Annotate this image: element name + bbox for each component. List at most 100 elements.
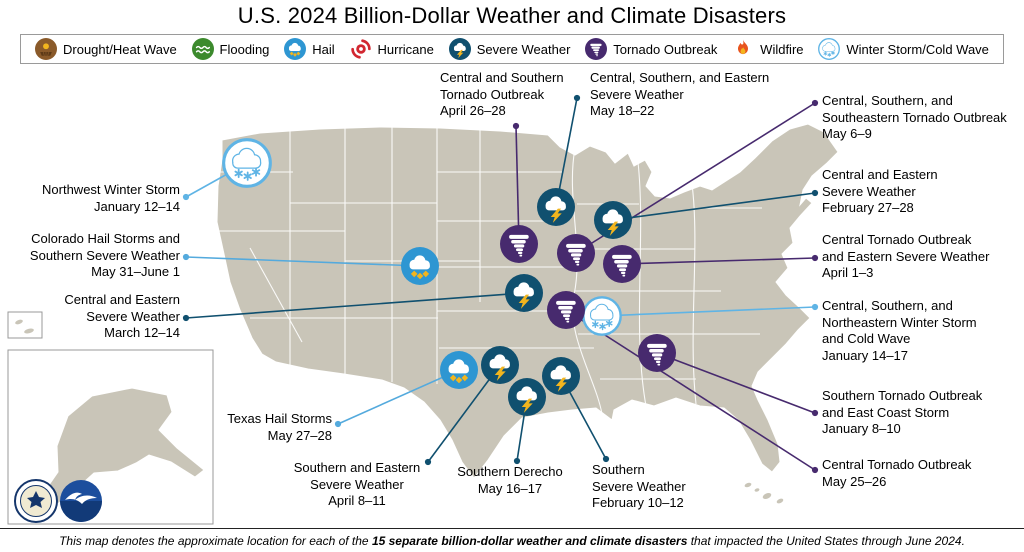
callout-line: Central and Southern <box>440 70 564 85</box>
callout-line: Southeastern Tornado Outbreak <box>822 109 1007 125</box>
marker-severe-icon <box>542 357 580 395</box>
page-title: U.S. 2024 Billion-Dollar Weather and Cli… <box>237 3 787 28</box>
callout-line: March 12–14 <box>104 325 180 340</box>
leader-line <box>337 369 460 425</box>
callout-line: May 31–June 1 <box>91 264 180 279</box>
legend-item-tornado: Tornado Outbreak <box>585 38 717 60</box>
marker-winter-icon <box>582 296 622 336</box>
leader-dot <box>334 420 342 428</box>
leader-dot <box>573 94 581 102</box>
marker-severe-icon <box>537 188 575 226</box>
footer-note: This map denotes the approximate locatio… <box>0 528 1024 552</box>
event-callout: Southern Severe Weather February 10–12 <box>592 462 686 512</box>
callout-line: Severe Weather <box>86 308 180 324</box>
legend-item-hail: Hail <box>284 38 335 60</box>
callout-line: May 16–17 <box>477 480 543 496</box>
legend-item-winter: Winter Storm/Cold Wave <box>818 38 989 60</box>
leader-line <box>656 352 816 414</box>
leader-dot <box>182 314 190 322</box>
leader-dot <box>512 122 520 130</box>
noaa-logo <box>59 479 103 528</box>
hurricane-icon <box>350 38 372 60</box>
callout-line: and East Coast Storm <box>822 404 950 420</box>
leader-dot <box>513 457 521 465</box>
event-callout: Colorado Hail Storms and Southern Severe … <box>30 231 180 281</box>
alaska-inset <box>7 349 214 525</box>
callout-line: January 12–14 <box>93 198 180 214</box>
callout-line: Southern Severe Weather <box>29 247 180 263</box>
callout-line: April 26–28 <box>440 103 506 118</box>
event-callout: Central, Southern, and Eastern Severe Wea… <box>590 70 769 120</box>
tornado-icon <box>585 38 608 60</box>
leader-line <box>185 256 421 267</box>
callout-line: Central, Southern, and Eastern <box>590 70 770 85</box>
callout-line: Severe Weather <box>590 86 684 102</box>
leader-line <box>565 309 816 471</box>
hawaii-islands <box>744 482 784 504</box>
event-callout: Central, Southern, and Southeastern Torna… <box>822 93 1007 143</box>
legend-label: Tornado Outbreak <box>613 41 718 57</box>
callout-line: Central, Southern, and <box>822 298 953 313</box>
callout-line: and Cold Wave <box>822 331 911 346</box>
callout-line: May 18–22 <box>590 103 655 118</box>
legend-item-hurricane: Hurricane <box>350 38 434 60</box>
marker-tornado-icon <box>500 225 538 263</box>
leader-dot <box>811 99 819 107</box>
callout-line: Severe Weather <box>592 478 686 494</box>
legend-item-drought: Drought/Heat Wave <box>35 38 177 60</box>
event-callout: Central Tornado Outbreak and Eastern Seve… <box>822 232 989 282</box>
callout-line: Colorado Hail Storms and <box>31 231 180 246</box>
leader-line <box>601 306 816 317</box>
event-callout: Northwest Winter Storm January 12–14 <box>42 182 180 215</box>
marker-severe-icon <box>508 378 546 416</box>
callout-line: May 25–26 <box>822 473 887 489</box>
callout-line: Southern Derecho <box>457 464 563 479</box>
footer-bold: 15 separate billion-dollar weather and c… <box>371 534 688 548</box>
event-callout: Central, Southern, and Northeastern Winte… <box>822 298 977 364</box>
callout-line: April 8–11 <box>328 493 386 508</box>
event-callout: Texas Hail Storms May 27–28 <box>227 411 332 444</box>
leader-line <box>427 364 501 463</box>
legend-item-flooding: Flooding <box>191 38 270 60</box>
callout-line: Central, Southern, and <box>822 93 953 108</box>
legend-label: Hurricane <box>377 41 434 57</box>
callout-line: January 14–17 <box>822 347 909 363</box>
callout-line: Southern and Eastern <box>293 460 421 475</box>
legend-item-severe: Severe Weather <box>448 38 570 60</box>
callout-line: Southern Tornado Outbreak <box>822 388 983 403</box>
callout-line: Southern <box>592 462 645 477</box>
legend-label: Flooding <box>219 41 270 57</box>
callout-line: Tornado Outbreak <box>440 86 545 102</box>
event-callout: Southern Derecho May 16–17 <box>457 464 563 497</box>
footer-prefix: This map denotes the approximate locatio… <box>59 534 372 548</box>
marker-tornado-icon <box>557 234 595 272</box>
severe-icon <box>448 38 471 60</box>
callout-line: January 8–10 <box>822 421 901 436</box>
callout-line: February 10–12 <box>592 495 684 510</box>
leader-line <box>515 125 520 245</box>
leader-dot <box>811 254 819 262</box>
callout-line: Texas Hail Storms <box>227 411 332 426</box>
leader-dot <box>182 253 190 261</box>
callout-line: April 1–3 <box>822 265 874 280</box>
callout-line: Central Tornado Outbreak <box>822 457 972 472</box>
event-callout: Southern Tornado Outbreak and East Coast … <box>822 388 982 438</box>
callout-line: Central Tornado Outbreak <box>822 232 972 247</box>
legend-label: Hail <box>312 41 335 57</box>
wildfire-icon <box>732 38 754 60</box>
islands-inset <box>7 311 43 339</box>
legend-label: Drought/Heat Wave <box>63 41 177 57</box>
callout-line: and Eastern Severe Weather <box>822 248 990 264</box>
event-callout: Central Tornado Outbreak May 25–26 <box>822 457 971 490</box>
legend-bar: Drought/Heat Wave Flooding Hail Hurricane Se… <box>20 34 1004 64</box>
event-callout: Central and Southern Tornado Outbreak Apri… <box>440 70 564 120</box>
drought-icon <box>35 38 57 60</box>
marker-winter-icon <box>222 138 272 188</box>
hail-icon <box>284 38 307 60</box>
callout-line: Northwest Winter Storm <box>42 182 180 197</box>
leader-dot <box>182 193 190 201</box>
leader-line <box>185 292 525 319</box>
marker-severe-icon <box>505 274 543 312</box>
marker-hail-icon <box>401 247 439 285</box>
callout-line: Northeastern Winter Storm <box>822 314 977 330</box>
